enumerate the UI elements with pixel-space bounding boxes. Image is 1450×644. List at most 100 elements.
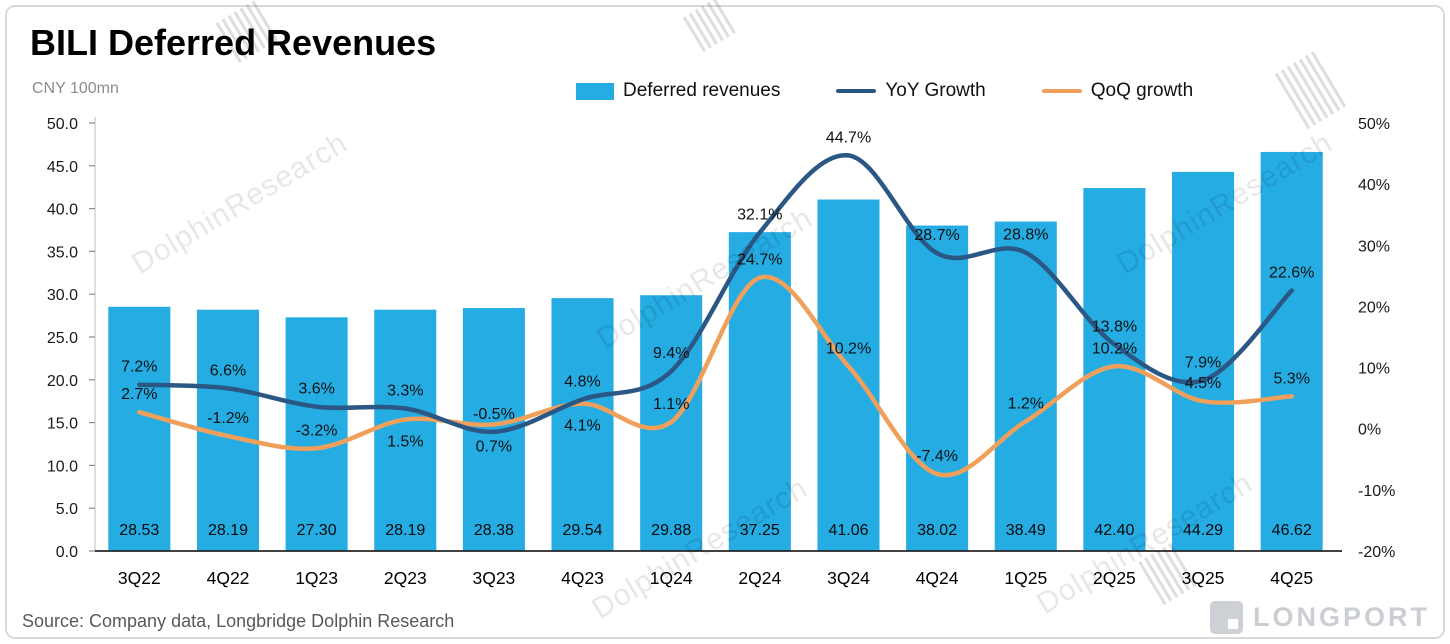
left-axis-label: 45.0 xyxy=(47,159,78,176)
left-axis-label: 20.0 xyxy=(47,373,78,390)
right-axis-label: -10% xyxy=(1358,483,1395,500)
qoq-value-label: 10.2% xyxy=(1092,340,1137,357)
chart-title: BILI Deferred Revenues xyxy=(30,22,437,63)
bar-deferred-revenues xyxy=(906,225,969,551)
x-axis-label: 4Q22 xyxy=(207,568,250,588)
left-axis-label: 10.0 xyxy=(47,458,78,475)
legend-item-deferred-revenues: Deferred revenues xyxy=(576,80,780,102)
bar-deferred-revenues xyxy=(728,232,791,551)
right-axis-label: -20% xyxy=(1358,544,1395,561)
right-axis-label: 30% xyxy=(1358,238,1390,255)
axis-unit-label: CNY 100mn xyxy=(32,80,119,97)
left-axis-label: 5.0 xyxy=(56,501,78,518)
yoy-value-label: 32.1% xyxy=(737,206,782,223)
yoy-value-label: 4.8% xyxy=(564,373,600,390)
bar-value-label: 28.38 xyxy=(474,522,514,539)
bar-value-label: 38.02 xyxy=(917,522,957,539)
yoy-value-label: 7.2% xyxy=(121,359,157,376)
qoq-value-label: 1.1% xyxy=(653,396,689,413)
x-axis-label: 3Q24 xyxy=(827,568,870,588)
qoq-value-label: 10.2% xyxy=(826,340,871,357)
longport-logo: LONGPORT xyxy=(1210,601,1430,634)
right-axis-label: 20% xyxy=(1358,299,1390,316)
qoq-value-label: 4.5% xyxy=(1185,375,1221,392)
left-axis-label: 35.0 xyxy=(47,244,78,261)
bar-deferred-revenues xyxy=(817,199,880,551)
longport-logo-icon xyxy=(1210,601,1243,634)
x-axis-label: 1Q25 xyxy=(1004,568,1047,588)
qoq-value-label: 0.7% xyxy=(476,438,512,455)
bar-deferred-revenues xyxy=(994,221,1057,551)
bar-value-label: 29.88 xyxy=(651,522,691,539)
left-axis-label: 15.0 xyxy=(47,416,78,433)
bar-deferred-revenues xyxy=(551,298,614,551)
legend: Deferred revenues YoY Growth QoQ growth xyxy=(576,80,1193,102)
left-axis-label: 0.0 xyxy=(56,544,78,561)
yoy-value-label: 28.8% xyxy=(1003,227,1048,244)
qoq-value-label: 2.7% xyxy=(121,386,157,403)
yoy-value-label: 3.6% xyxy=(298,381,334,398)
qoq-value-label: 1.5% xyxy=(387,434,423,451)
left-axis-label: 25.0 xyxy=(47,330,78,347)
qoq-value-label: 5.3% xyxy=(1273,370,1309,387)
bar-deferred-revenues xyxy=(1260,151,1323,551)
qoq-value-label: -7.4% xyxy=(916,448,958,465)
x-axis-label: 1Q23 xyxy=(295,568,338,588)
yoy-value-label: 28.7% xyxy=(914,227,959,244)
yoy-value-label: 44.7% xyxy=(826,129,871,146)
yoy-value-label: -0.5% xyxy=(473,406,515,423)
qoq-value-label: 1.2% xyxy=(1008,395,1044,412)
bar-swatch-icon xyxy=(576,82,614,100)
qoq-value-label: 4.1% xyxy=(564,418,600,435)
right-axis-label: 0% xyxy=(1358,422,1381,439)
left-axis-label: 30.0 xyxy=(47,287,78,304)
legend-label-qoq-growth: QoQ growth xyxy=(1090,80,1194,101)
bar-value-label: 42.40 xyxy=(1094,522,1134,539)
legend-label-yoy-growth: YoY Growth xyxy=(885,80,986,101)
x-axis-label: 3Q25 xyxy=(1182,568,1225,588)
bar-deferred-revenues xyxy=(1172,171,1235,551)
yoy-value-label: 13.8% xyxy=(1092,318,1137,335)
yoy-value-label: 3.3% xyxy=(387,383,423,400)
yoy-value-label: 7.9% xyxy=(1185,354,1221,371)
bar-value-label: 28.19 xyxy=(385,522,425,539)
legend-item-yoy-growth: YoY Growth xyxy=(836,80,986,102)
legend-label-deferred-revenues: Deferred revenues xyxy=(623,80,781,101)
x-axis-label: 3Q22 xyxy=(118,568,161,588)
legend-item-qoq-growth: QoQ growth xyxy=(1041,80,1194,102)
right-axis-label: 10% xyxy=(1358,361,1390,378)
bar-deferred-revenues xyxy=(108,306,171,551)
yoy-value-label: 6.6% xyxy=(210,362,246,379)
bar-value-label: 46.62 xyxy=(1272,522,1312,539)
x-axis-label: 2Q25 xyxy=(1093,568,1136,588)
left-axis-label: 50.0 xyxy=(47,116,78,133)
qoq-value-label: 24.7% xyxy=(737,252,782,269)
source-note: Source: Company data, Longbridge Dolphin… xyxy=(22,611,455,631)
qoq-value-label: -1.2% xyxy=(207,410,249,427)
yoy-value-label: 9.4% xyxy=(653,345,689,362)
yoy-line-swatch-icon xyxy=(836,88,877,94)
bar-value-label: 44.29 xyxy=(1183,522,1223,539)
bar-deferred-revenues xyxy=(285,317,348,551)
bar-value-label: 41.06 xyxy=(828,522,868,539)
x-axis-label: 4Q23 xyxy=(561,568,604,588)
bar-value-label: 37.25 xyxy=(740,522,780,539)
qoq-growth-line xyxy=(137,274,1294,478)
left-axis-label: 40.0 xyxy=(47,202,78,219)
x-axis-label: 3Q23 xyxy=(472,568,515,588)
qoq-value-label: -3.2% xyxy=(296,422,338,439)
qoq-line-swatch-icon xyxy=(1041,88,1082,94)
right-axis-label: 40% xyxy=(1358,177,1390,194)
longport-logo-text: LONGPORT xyxy=(1253,602,1430,632)
bar-value-label: 38.49 xyxy=(1006,522,1046,539)
right-axis-label: 50% xyxy=(1358,116,1390,133)
x-axis-label: 2Q23 xyxy=(384,568,427,588)
x-axis-label: 4Q25 xyxy=(1270,568,1313,588)
yoy-value-label: 22.6% xyxy=(1269,265,1314,282)
bar-value-label: 28.53 xyxy=(119,522,159,539)
x-axis-label: 4Q24 xyxy=(916,568,959,588)
bar-deferred-revenues xyxy=(374,309,437,551)
bar-value-label: 29.54 xyxy=(562,522,602,539)
